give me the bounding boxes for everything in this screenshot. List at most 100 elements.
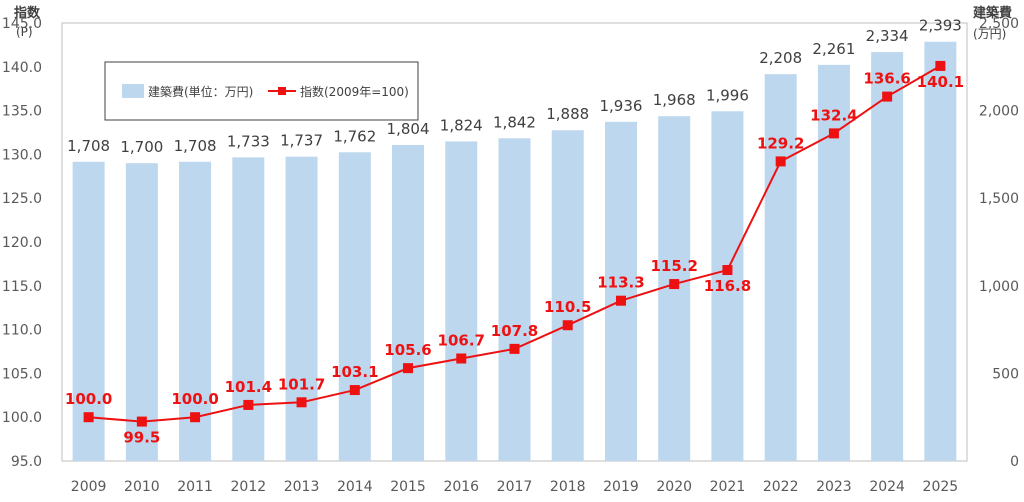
index-marker-2017 (509, 343, 520, 354)
left-tick-label: 95.0 (11, 454, 42, 470)
index-marker-2011 (190, 412, 201, 423)
legend-bar-label: 建築費(単位：万円) (148, 84, 253, 99)
index-label-2023: 132.4 (810, 106, 857, 124)
x-tick-label-2010: 2010 (124, 479, 160, 495)
index-label-2020: 115.2 (650, 257, 697, 275)
left-tick-label: 115.0 (2, 279, 42, 295)
bar-2012 (232, 157, 265, 461)
bar-label-2011: 1,708 (174, 137, 217, 155)
right-tick-label: 1,000 (979, 279, 1019, 295)
x-tick-label-2019: 2019 (603, 479, 639, 495)
bar-2025 (924, 41, 957, 461)
left-tick-label: 130.0 (2, 147, 42, 163)
index-marker-2009 (83, 412, 94, 423)
bar-2015 (392, 144, 425, 461)
index-label-2025: 140.1 (917, 73, 964, 91)
legend-line-marker (278, 87, 286, 95)
index-label-2012: 101.4 (225, 378, 272, 396)
legend-bar-swatch (122, 84, 144, 98)
bar-2017 (498, 138, 531, 461)
x-tick-label-2021: 2021 (710, 479, 746, 495)
bar-label-2019: 1,936 (599, 97, 642, 115)
index-label-2024: 136.6 (863, 70, 910, 88)
x-tick-label-2022: 2022 (763, 479, 799, 495)
index-marker-2018 (562, 320, 573, 331)
bar-2019 (604, 121, 637, 461)
legend: 建築費(単位：万円) 指数(2009年=100) (104, 61, 419, 121)
left-tick-label: 125.0 (2, 191, 42, 207)
x-tick-label-2023: 2023 (816, 479, 852, 495)
bar-label-2021: 1,996 (706, 86, 749, 104)
index-label-2021: 116.8 (704, 277, 751, 295)
bar-label-2009: 1,708 (67, 137, 110, 155)
bar-2014 (338, 152, 371, 461)
index-label-2017: 107.8 (491, 322, 538, 340)
x-tick-label-2012: 2012 (231, 479, 267, 495)
index-label-2019: 113.3 (597, 274, 644, 292)
left-tick-label: 100.0 (2, 410, 42, 426)
bar-2011 (179, 161, 212, 461)
index-marker-2019 (615, 295, 626, 306)
bar-2021 (711, 111, 744, 462)
index-label-2018: 110.5 (544, 298, 591, 316)
index-label-2010: 99.5 (123, 429, 160, 447)
index-marker-2010 (136, 416, 147, 427)
x-tick-label-2011: 2011 (177, 479, 213, 495)
bar-label-2014: 1,762 (333, 127, 376, 145)
right-axis-title: 建築費 (973, 5, 1012, 21)
index-label-2016: 106.7 (438, 332, 485, 350)
left-tick-label: 110.0 (2, 323, 42, 339)
x-tick-label-2017: 2017 (497, 479, 533, 495)
right-tick-label: 1,500 (979, 191, 1019, 207)
bar-2010 (125, 163, 158, 461)
bar-label-2023: 2,261 (812, 40, 855, 58)
bar-2022 (764, 74, 797, 462)
left-axis-unit: (P) (16, 25, 33, 39)
x-tick-label-2015: 2015 (390, 479, 426, 495)
right-tick-label: 2,500 (979, 16, 1019, 32)
index-marker-2013 (296, 397, 307, 408)
index-marker-2016 (456, 353, 467, 364)
x-tick-label-2020: 2020 (656, 479, 692, 495)
index-label-2011: 100.0 (171, 390, 218, 408)
legend-line-label: 指数(2009年=100) (300, 84, 409, 99)
x-tick-label-2025: 2025 (923, 479, 959, 495)
index-marker-2014 (349, 385, 360, 396)
left-axis-title: 指数 (14, 5, 41, 21)
bar-label-2022: 2,208 (759, 49, 802, 67)
x-tick-label-2009: 2009 (71, 479, 107, 495)
right-tick-label: 500 (992, 366, 1019, 382)
bar-label-2015: 1,804 (387, 120, 430, 138)
bar-label-2020: 1,968 (653, 91, 696, 109)
index-marker-2022 (775, 156, 786, 167)
bar-2018 (551, 130, 584, 461)
bar-label-2010: 1,700 (120, 138, 163, 156)
x-tick-label-2013: 2013 (284, 479, 320, 495)
legend-box (104, 61, 419, 121)
index-marker-2023 (828, 128, 839, 139)
bar-2009 (72, 161, 105, 461)
x-tick-label-2014: 2014 (337, 479, 373, 495)
index-marker-2012 (243, 399, 254, 410)
x-tick-label-2016: 2016 (443, 479, 479, 495)
bar-2024 (871, 52, 904, 462)
bar-label-2017: 1,842 (493, 113, 536, 131)
index-label-2022: 129.2 (757, 134, 804, 152)
bar-label-2012: 1,733 (227, 132, 270, 150)
x-tick-label-2018: 2018 (550, 479, 586, 495)
index-marker-2020 (669, 279, 680, 290)
left-tick-label: 145.0 (2, 16, 42, 32)
bar-label-2024: 2,334 (866, 27, 909, 45)
index-label-2014: 103.1 (331, 363, 378, 381)
left-tick-label: 135.0 (2, 104, 42, 120)
index-marker-2021 (722, 265, 733, 276)
right-tick-label: 0 (1010, 454, 1019, 470)
index-label-2013: 101.7 (278, 375, 325, 393)
index-label-2009: 100.0 (65, 390, 112, 408)
left-tick-label: 120.0 (2, 235, 42, 251)
bar-label-2016: 1,824 (440, 116, 483, 134)
bar-2013 (285, 156, 318, 461)
bar-2016 (445, 141, 478, 462)
index-label-2015: 105.6 (384, 341, 431, 359)
